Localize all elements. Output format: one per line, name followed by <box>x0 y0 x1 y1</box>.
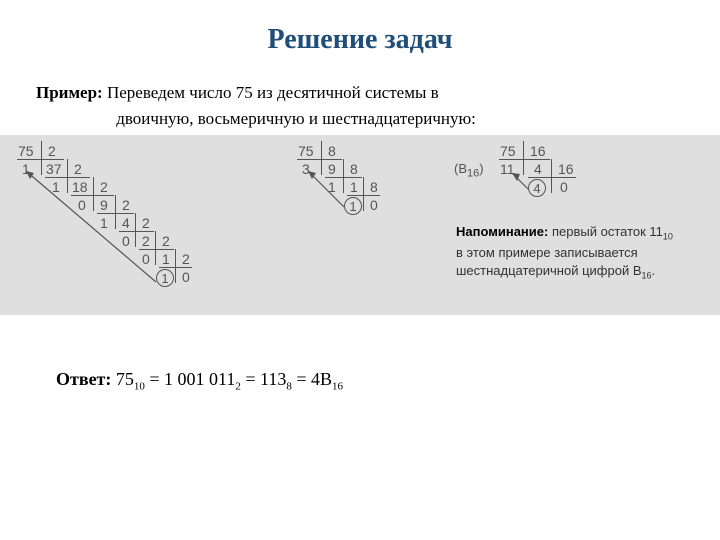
ans-eq3: = 4B <box>296 369 332 389</box>
reminder-label: Напоминание: <box>456 224 548 239</box>
example-block: Пример: Переведем число 75 из десятичной… <box>0 56 720 135</box>
answer-block: Ответ: 7510 = 1 001 0112 = 1138 = 4B16 <box>0 315 720 393</box>
example-label: Пример: <box>36 83 103 102</box>
answer-label: Ответ: <box>56 369 111 389</box>
hex-arrow <box>0 135 600 235</box>
ans-eq1: = 1 001 011 <box>149 369 235 389</box>
division-diagram: 75 2 1 37 2 1 18 2 0 9 2 1 4 2 0 2 2 0 1… <box>0 135 720 315</box>
example-line2: двоичную, восьмеричную и шестнадцатеричн… <box>116 109 476 128</box>
ans-s3: 8 <box>286 381 292 393</box>
example-line1: Переведем число 75 из десятичной системы… <box>107 83 439 102</box>
ans-s2: 2 <box>235 381 241 393</box>
slide-title: Решение задач <box>0 0 720 56</box>
ans-p1: 75 <box>116 369 134 389</box>
title-text: Решение задач <box>267 24 452 55</box>
reminder-note: Напоминание: первый остаток 1110 в этом … <box>456 223 696 283</box>
ans-s4: 16 <box>332 381 343 393</box>
ans-s1: 10 <box>134 381 145 393</box>
ans-eq2: = 113 <box>245 369 286 389</box>
